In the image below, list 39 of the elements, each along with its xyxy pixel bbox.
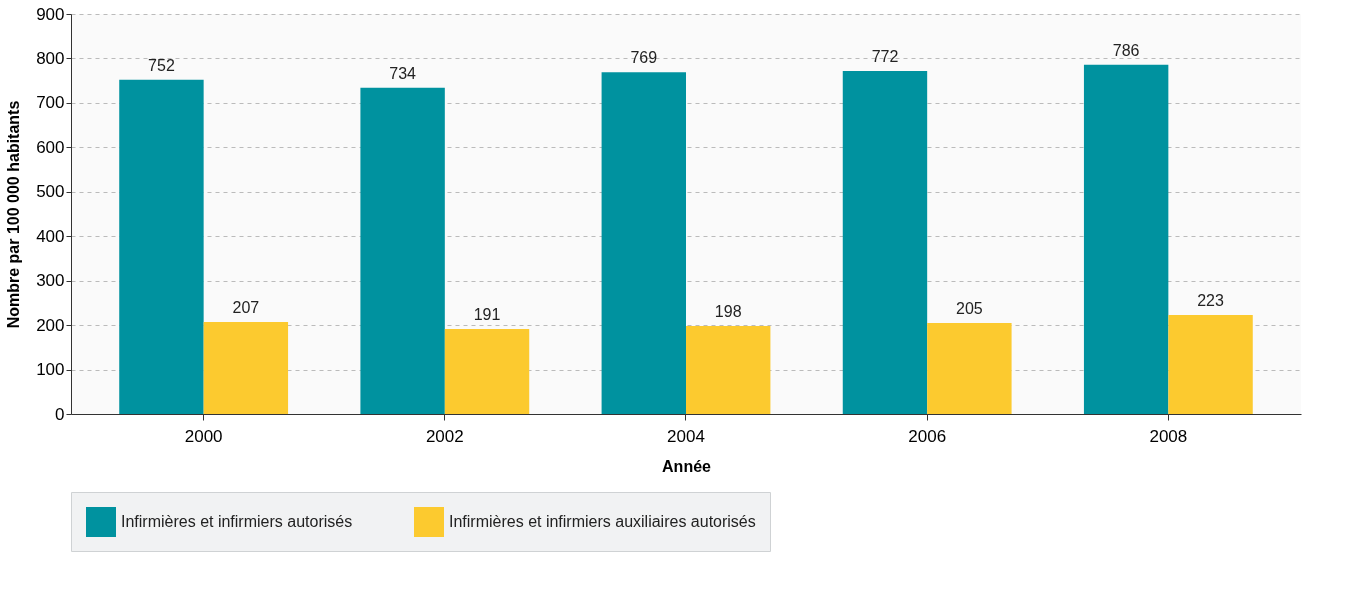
x-tick-label: 2004 xyxy=(667,426,705,446)
x-tick-label: 2002 xyxy=(425,426,464,446)
legend-label: Infirmières et infirmiers autorisés xyxy=(121,513,353,530)
y-tick-label: 600 xyxy=(36,137,65,157)
legend-label: Infirmières et infirmiers auxiliaires autorisés xyxy=(449,513,756,530)
data-label: 786 xyxy=(1112,41,1140,59)
data-label: 769 xyxy=(630,49,658,67)
bar xyxy=(1168,314,1253,414)
x-tick-label: 2000 xyxy=(184,426,223,446)
bar xyxy=(444,329,530,414)
data-label: 198 xyxy=(714,303,742,320)
bar xyxy=(686,326,771,414)
data-label: 752 xyxy=(148,56,175,74)
y-tick-label: 0 xyxy=(55,404,65,424)
bar xyxy=(119,79,204,414)
y-tick-label: 100 xyxy=(36,360,65,380)
y-tick-label: 400 xyxy=(36,226,65,246)
bar xyxy=(360,87,445,414)
y-axis-title: Nombre par 100 000 habitants xyxy=(5,100,23,329)
bar xyxy=(203,322,289,414)
bar xyxy=(1083,64,1169,414)
y-tick-label: 500 xyxy=(36,182,65,202)
y-tick-label: 300 xyxy=(36,271,65,291)
bar xyxy=(927,322,1012,414)
x-axis-title: Année xyxy=(662,457,712,475)
data-label: 223 xyxy=(1197,291,1224,309)
x-tick-label: 2008 xyxy=(1149,426,1188,446)
bar xyxy=(842,70,928,414)
y-tick-label: 700 xyxy=(36,93,65,113)
y-tick-label: 800 xyxy=(36,48,65,68)
bar xyxy=(601,72,686,414)
x-tick-label: 2006 xyxy=(908,426,947,446)
data-label: 205 xyxy=(956,299,983,317)
data-label: 207 xyxy=(232,299,260,316)
data-label: 772 xyxy=(871,47,899,65)
y-tick-label: 900 xyxy=(36,4,65,24)
data-label: 191 xyxy=(473,306,501,324)
data-label: 734 xyxy=(389,64,417,82)
y-tick-label: 200 xyxy=(36,315,65,335)
